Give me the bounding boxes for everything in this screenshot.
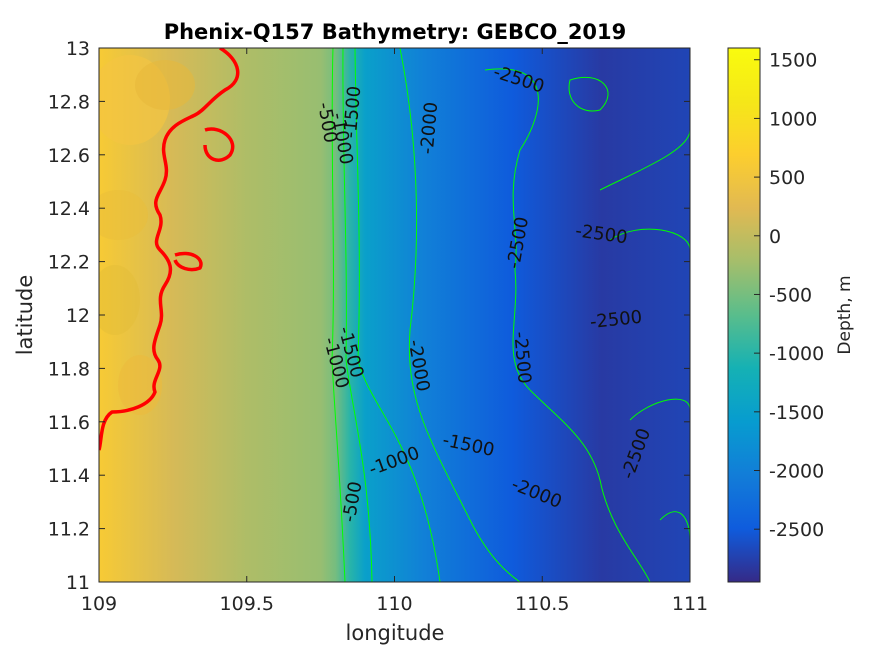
- land-patch: [135, 60, 195, 110]
- colorbar-tick-label: -500: [769, 284, 812, 306]
- contour-line-2500: [484, 68, 651, 582]
- contour-line-1000: [342, 48, 373, 582]
- colorbar-tick-label: 500: [769, 167, 805, 189]
- colorbar-tick-label: 0: [769, 226, 781, 248]
- plot-area: -500-1000-1500 -2000-2500-2500 -2500-2500-…: [99, 48, 690, 582]
- x-tick-label: 109.5: [220, 593, 274, 615]
- x-axis-label: longitude: [346, 621, 445, 645]
- contour-line-2500: [599, 129, 690, 251]
- y-tick-label: 12.6: [48, 145, 90, 167]
- colorbar-tick-label: -1500: [769, 402, 824, 424]
- land-patch: [99, 265, 140, 335]
- y-tick-label: 13: [66, 38, 90, 60]
- y-tick-label: 11.4: [48, 465, 90, 487]
- contour-line-1500: [354, 48, 441, 582]
- colorbar-tick-label: -2000: [769, 461, 824, 483]
- colorbar-scale: [727, 47, 761, 583]
- y-tick-label: 11.6: [48, 412, 90, 434]
- y-tick-label: 12.2: [48, 252, 90, 274]
- x-tick-label: 109: [81, 593, 117, 615]
- y-tick-label: 11.2: [48, 519, 90, 541]
- colorbar-tick-label: 1000: [769, 108, 817, 130]
- chart-title: Phenix-Q157 Bathymetry: GEBCO_2019: [164, 20, 627, 44]
- y-tick-label: 12.4: [48, 198, 90, 220]
- x-axis: 109 109.5 110 110.5 111: [81, 48, 708, 615]
- coastline-segment: [203, 127, 235, 162]
- colorbar-tick-label: -2500: [769, 519, 824, 541]
- bathymetry-field: [99, 48, 690, 582]
- colorbar-ticks: 1500 1000 500 0 -500 -1000 -1500 -2000 -2500: [754, 50, 824, 541]
- colorbar-label: Depth, m: [835, 275, 855, 354]
- land-patch: [99, 190, 148, 240]
- contour-label: -2500: [509, 331, 534, 385]
- y-tick-label: 11.8: [48, 358, 90, 380]
- contour-label: -2000: [417, 101, 442, 155]
- x-tick-label: 110.5: [515, 593, 569, 615]
- coastline-segment: [99, 48, 240, 451]
- contour-line-500: [331, 48, 346, 582]
- coastline: [99, 48, 240, 451]
- contour-label: -1500: [340, 85, 365, 139]
- contour-line-2500: [568, 76, 609, 112]
- colorbar-tick-label: 1500: [769, 50, 817, 72]
- y-axis-label: latitude: [13, 275, 37, 356]
- colorbar-tick-label: -1000: [769, 343, 824, 365]
- y-tick-label: 12: [66, 305, 90, 327]
- y-tick-label: 11: [66, 572, 90, 594]
- contour-line-2000: [399, 48, 521, 582]
- colorbar: 1500 1000 500 0 -500 -1000 -1500 -2000 -2500 Dep…: [727, 47, 855, 583]
- coastline-segment: [173, 251, 203, 272]
- x-tick-label: 111: [672, 593, 708, 615]
- y-axis: 11 11.2 11.4 11.6 11.8 12 12.2 12.4 12.6 12.8 13: [48, 38, 690, 594]
- x-tick-label: 110: [376, 593, 412, 615]
- y-tick-label: 12.8: [48, 91, 90, 113]
- contour-lines: [331, 48, 690, 582]
